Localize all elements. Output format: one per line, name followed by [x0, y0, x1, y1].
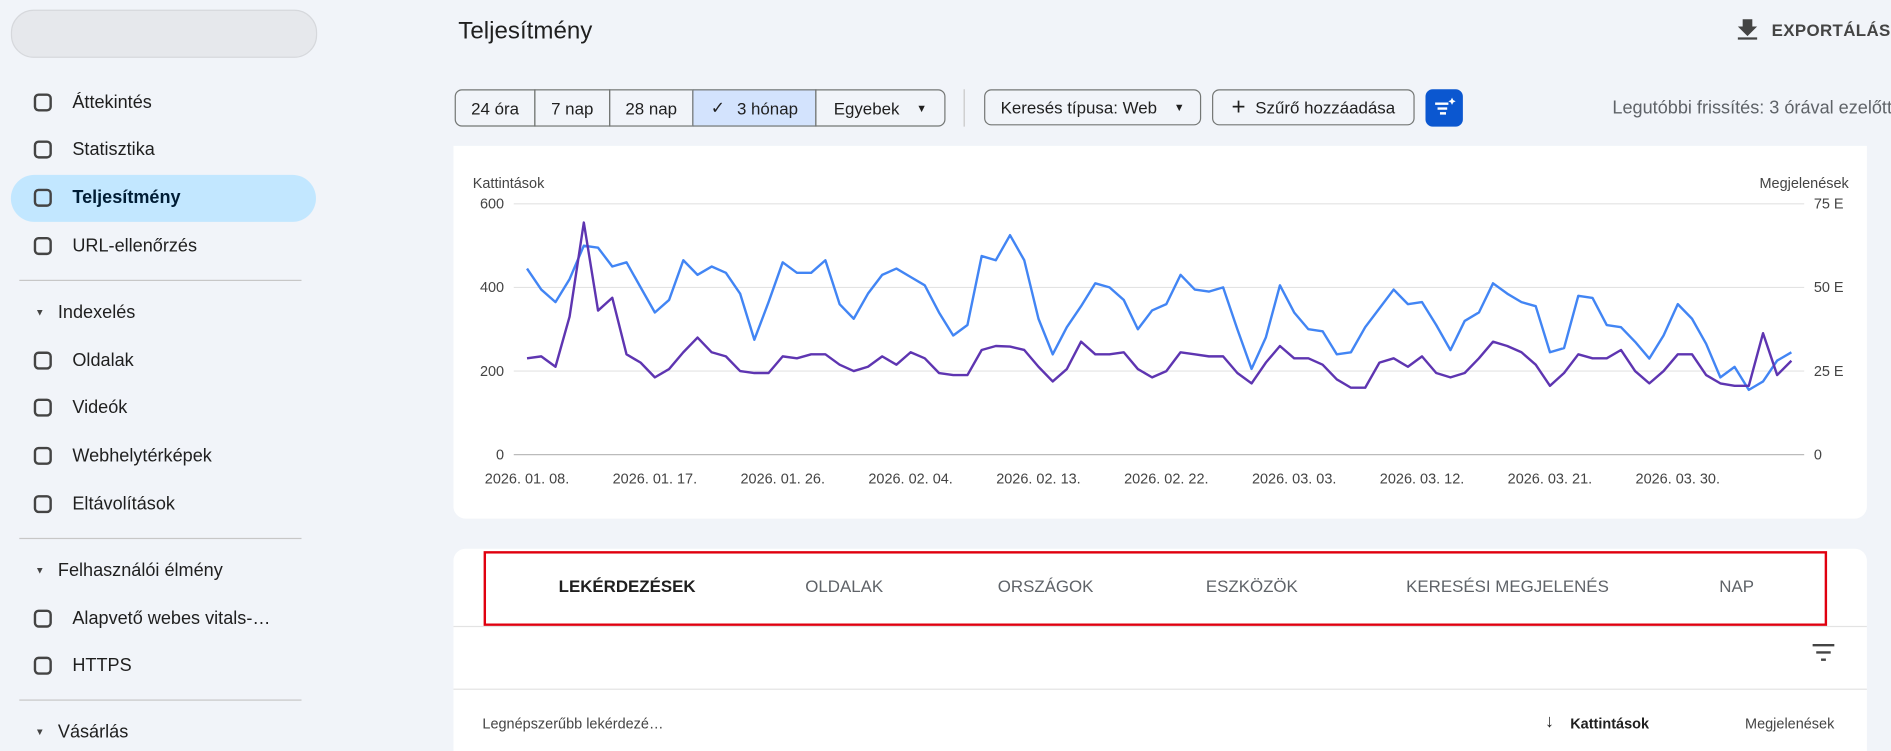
- x-tick-label: 2026. 03. 21.: [1508, 472, 1592, 488]
- nav-item[interactable]: Eltávolítások: [72, 493, 175, 515]
- x-tick-label: 2026. 01. 08.: [485, 472, 569, 488]
- last-update: Legutóbbi frissítés: 3 órával ezelőtt: [1612, 97, 1891, 119]
- y2-tick-label: 0: [1814, 447, 1822, 463]
- tab[interactable]: LEKÉRDEZÉSEK: [558, 576, 696, 596]
- check: ✓: [710, 97, 725, 117]
- nav-item[interactable]: HTTPS: [72, 655, 132, 676]
- plus: +: [1231, 93, 1246, 120]
- range-chip[interactable]: 24 óra: [454, 89, 536, 127]
- nav-section[interactable]: Vásárlás: [57, 721, 129, 743]
- column-header[interactable]: Megjelenések: [1745, 715, 1835, 733]
- x-tick-label: 2026. 02. 04.: [868, 472, 952, 488]
- tab[interactable]: KERESÉSI MEGJELENÉS: [1406, 576, 1609, 596]
- range-label: Egyebek: [833, 98, 900, 118]
- table-card: [453, 548, 1867, 751]
- y-tick-label: 400: [480, 280, 504, 296]
- add-filter-chip[interactable]: + Szűrő hozzáadása: [1212, 89, 1415, 126]
- export-button[interactable]: EXPORTÁLÁS: [1771, 20, 1891, 40]
- nav-item[interactable]: Alapvető webes vitals-…: [72, 608, 271, 629]
- divider: [19, 279, 302, 281]
- nav-icon: [33, 93, 52, 112]
- nav-item[interactable]: Oldalak: [72, 350, 134, 371]
- nav-icon: [33, 351, 52, 370]
- x-tick-label: 2026. 01. 17.: [613, 472, 697, 488]
- y-tick-label: 600: [480, 197, 504, 213]
- sort-arrow: ↓: [1544, 711, 1554, 733]
- divider: [453, 688, 1867, 690]
- separator: [963, 89, 965, 127]
- range-chip[interactable]: ✓ 3 hónap: [692, 89, 817, 127]
- x-tick-label: 2026. 02. 22.: [1124, 472, 1208, 488]
- range-chip[interactable]: 28 nap: [609, 89, 694, 127]
- nav-section[interactable]: Felhasználói élmény: [57, 560, 223, 581]
- nav-icon: [33, 446, 52, 465]
- x-tick-label: 2026. 03. 12.: [1380, 472, 1464, 488]
- range-label: 24 óra: [471, 98, 519, 118]
- caret: ▼: [34, 306, 45, 318]
- nav-icon: [33, 236, 52, 256]
- tab[interactable]: ORSZÁGOK: [997, 576, 1094, 596]
- x-tick-label: 2026. 01. 26.: [741, 472, 825, 488]
- nav-icon: [33, 398, 52, 417]
- nav-icon: [33, 188, 52, 207]
- nav-item[interactable]: Webhelytérképek: [72, 445, 212, 467]
- filter-icon[interactable]: [1811, 643, 1835, 662]
- nav-section[interactable]: Indexelés: [57, 302, 136, 323]
- divider: [19, 699, 302, 701]
- y2-tick-label: 75 E: [1814, 197, 1844, 213]
- y2-tick-label: 25 E: [1814, 364, 1844, 380]
- highlight-box: [483, 551, 1828, 626]
- y2-tick-label: 50 E: [1814, 280, 1844, 296]
- nav-icon: [33, 656, 52, 675]
- tab[interactable]: NAP: [1719, 576, 1755, 596]
- caret: ▼: [34, 726, 45, 738]
- nav-item[interactable]: Teljesítmény: [72, 187, 181, 209]
- tab[interactable]: OLDALAK: [805, 576, 884, 596]
- y2-axis-label: Megjelenések: [1760, 176, 1850, 192]
- divider: [19, 537, 302, 540]
- property-selector[interactable]: [10, 9, 318, 58]
- ai-filter-button[interactable]: [1425, 89, 1463, 127]
- nav-icon: [33, 140, 52, 159]
- range-chip[interactable]: Egyebek ▼: [815, 89, 946, 127]
- chart: Kattintások Megjelenések 0 200 400 600 0 25 E…: [473, 176, 1850, 488]
- range-label: 7 nap: [551, 98, 594, 118]
- y-tick-label: 0: [496, 447, 504, 463]
- nav-icon: [33, 495, 52, 514]
- range-label: 28 nap: [625, 98, 678, 118]
- page-title: Teljesítmény: [458, 18, 593, 45]
- y-tick-label: 200: [480, 364, 504, 380]
- x-tick-label: 2026. 02. 13.: [996, 472, 1080, 488]
- caret: ▼: [1173, 101, 1185, 114]
- column-header[interactable]: Kattintások: [1570, 715, 1650, 733]
- y-axis-label: Kattintások: [473, 176, 545, 192]
- series-line: [526, 221, 1793, 389]
- x-tick-label: 2026. 03. 30.: [1636, 472, 1720, 488]
- nav-item[interactable]: Áttekintés: [72, 92, 152, 113]
- ai-icon: [1435, 97, 1456, 115]
- range-label: 3 hónap: [736, 98, 798, 118]
- divider: [453, 625, 1867, 628]
- tab[interactable]: ESZKÖZÖK: [1205, 576, 1298, 596]
- chart-card: Kattintások Megjelenések 0 200 400 600 0 25 E…: [453, 145, 1867, 519]
- download-icon: [1737, 19, 1758, 40]
- nav-item[interactable]: Videók: [72, 397, 128, 418]
- column-header: Legnépszerűbb lekérdezé…: [482, 715, 664, 733]
- search-type: Keresés típusa: Web: [1000, 97, 1158, 117]
- nav-item[interactable]: URL-ellenőrzés: [72, 235, 198, 257]
- caret: ▼: [34, 565, 45, 576]
- series-line: [526, 233, 1793, 392]
- range-chip[interactable]: 7 nap: [534, 89, 611, 127]
- caret: ▼: [916, 101, 928, 114]
- nav-icon: [33, 609, 52, 628]
- search-type-chip[interactable]: Keresés típusa: Web ▼: [984, 89, 1202, 126]
- add-filter: Szűrő hozzáadása: [1255, 97, 1396, 117]
- x-tick-label: 2026. 03. 03.: [1252, 472, 1336, 488]
- active-nav-bg: [10, 174, 316, 222]
- nav-item[interactable]: Statisztika: [72, 139, 155, 160]
